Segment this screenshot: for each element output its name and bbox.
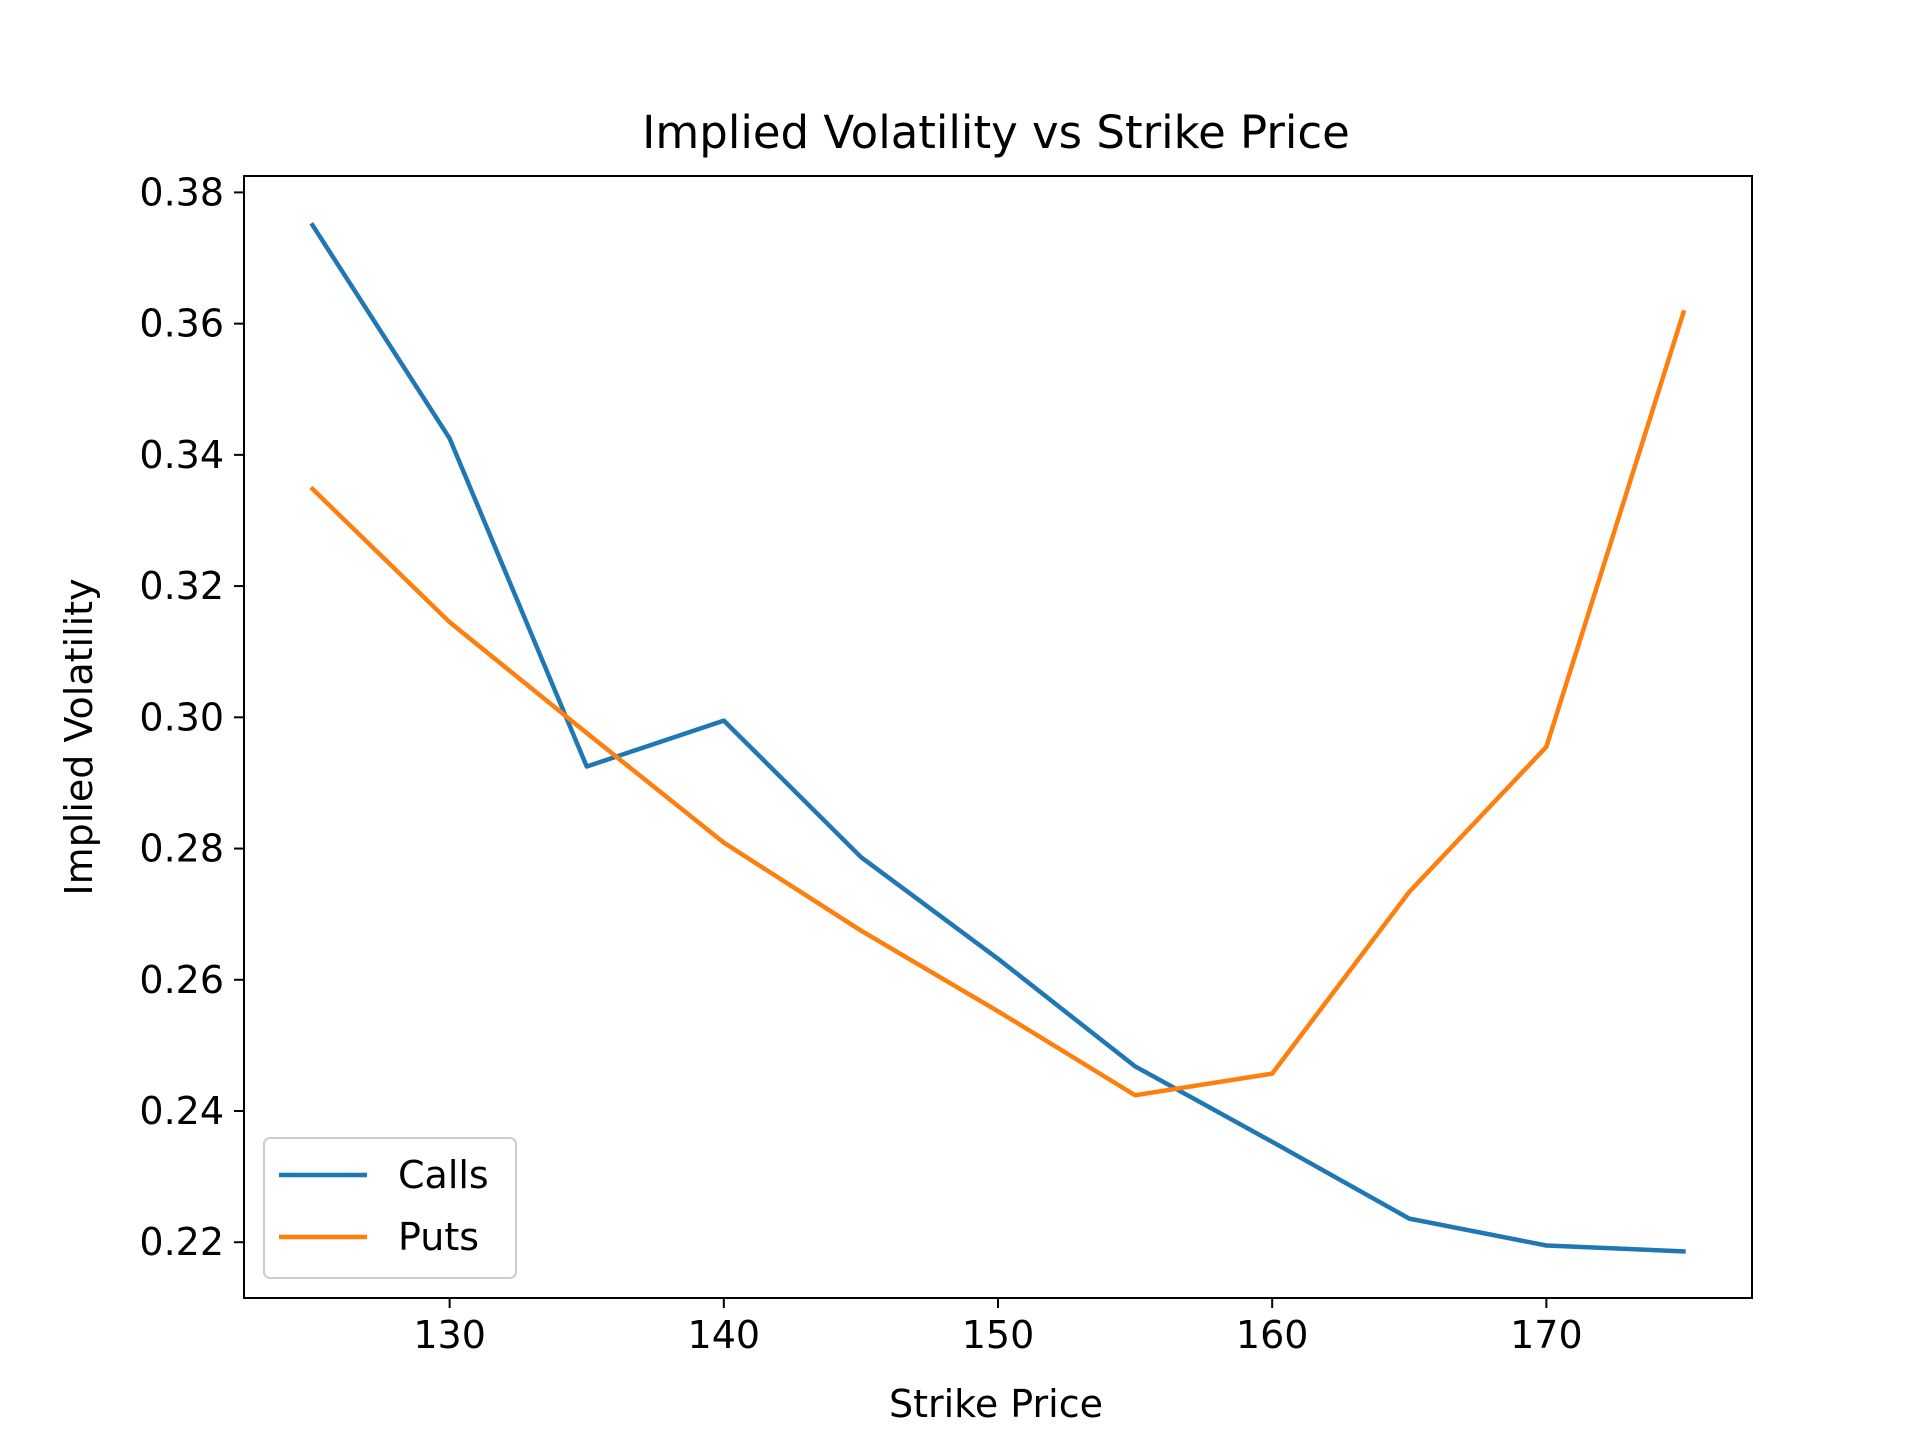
chart-title: Implied Volatility vs Strike Price [642,106,1350,159]
y-tick-label: 0.34 [139,433,224,477]
y-tick-label: 0.26 [139,958,224,1002]
y-tick-label: 0.24 [139,1089,224,1133]
x-tick-label: 130 [413,1313,486,1357]
y-tick-label: 0.38 [139,170,224,214]
x-tick-label: 160 [1236,1313,1309,1357]
y-tick-label: 0.36 [139,302,224,346]
legend-label-calls: Calls [398,1153,489,1197]
y-tick-label: 0.30 [139,695,224,739]
y-axis-label: Implied Volatility [57,578,101,895]
x-axis-ticks: 130 140 150 160 170 [413,1298,1583,1357]
series-line-calls [309,222,1686,1254]
y-tick-label: 0.28 [139,827,224,871]
plot-frame [243,175,1753,1299]
legend-label-puts: Puts [398,1215,479,1259]
y-tick-label: 0.32 [139,564,224,608]
x-tick-label: 170 [1510,1313,1583,1357]
x-tick-label: 140 [688,1313,761,1357]
y-axis-ticks: 0.22 0.24 0.26 0.28 0.30 0.32 0.34 0.36 0.38 [139,170,244,1264]
legend: Calls Puts [263,1137,517,1279]
x-tick-label: 150 [962,1313,1035,1357]
y-tick-label: 0.22 [139,1220,224,1264]
x-axis-label: Strike Price [889,1382,1103,1426]
series-line-puts [309,309,1687,1098]
plot-series [309,222,1687,1254]
